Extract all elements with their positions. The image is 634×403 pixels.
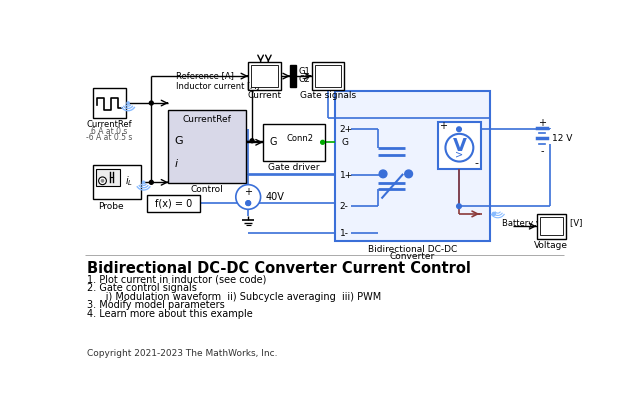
Circle shape — [143, 181, 145, 183]
Circle shape — [379, 170, 387, 178]
Bar — [251, 65, 278, 87]
Text: Battery voltage [V]: Battery voltage [V] — [501, 219, 582, 229]
Circle shape — [150, 101, 153, 105]
Bar — [438, 122, 481, 169]
Bar — [93, 88, 126, 118]
Circle shape — [493, 212, 495, 216]
Circle shape — [99, 177, 107, 185]
Text: -: - — [247, 197, 250, 208]
Bar — [312, 62, 344, 90]
Text: +: + — [244, 187, 252, 197]
Text: Control: Control — [191, 185, 224, 194]
Bar — [96, 169, 120, 186]
Text: Voltage: Voltage — [534, 241, 568, 250]
Text: 6 A at 0 s: 6 A at 0 s — [91, 127, 127, 136]
Text: CurrentRef: CurrentRef — [87, 120, 133, 129]
Circle shape — [246, 201, 250, 206]
Text: Bidirectional DC-DC: Bidirectional DC-DC — [368, 245, 457, 254]
Text: 2. Gate control signals: 2. Gate control signals — [87, 283, 197, 293]
Circle shape — [456, 204, 462, 208]
Text: 2-: 2- — [340, 202, 349, 211]
Bar — [536, 214, 566, 239]
Text: Inductor current [A]: Inductor current [A] — [176, 81, 259, 90]
Text: -: - — [540, 146, 544, 156]
Text: $i_L$: $i_L$ — [125, 174, 133, 188]
Text: G: G — [341, 138, 348, 147]
Circle shape — [150, 181, 153, 184]
Bar — [540, 217, 563, 235]
Circle shape — [246, 201, 250, 206]
Bar — [93, 165, 141, 199]
Text: -6 A at 0.5 s: -6 A at 0.5 s — [86, 133, 133, 142]
Text: Copyright 2021-2023 The MathWorks, Inc.: Copyright 2021-2023 The MathWorks, Inc. — [87, 349, 278, 357]
Text: V: V — [453, 137, 467, 155]
Text: G2: G2 — [299, 75, 310, 85]
Bar — [248, 62, 281, 90]
Text: 2+: 2+ — [340, 125, 353, 134]
Text: 40V: 40V — [265, 192, 284, 202]
Text: Reference [A]: Reference [A] — [176, 72, 234, 81]
Text: Gate signals: Gate signals — [300, 91, 356, 100]
Text: >: > — [455, 150, 463, 160]
Text: i) Modulation waveform  ii) Subcycle averaging  iii) PWM: i) Modulation waveform ii) Subcycle aver… — [87, 292, 381, 302]
Text: Converter: Converter — [390, 251, 435, 261]
Text: Current: Current — [247, 91, 281, 100]
Text: CurrentRef: CurrentRef — [183, 116, 231, 125]
Text: G1: G1 — [299, 67, 310, 76]
Text: Bidirectional DC-DC Converter Current Control: Bidirectional DC-DC Converter Current Co… — [87, 261, 471, 276]
Text: Probe: Probe — [98, 202, 124, 211]
Text: 4. Learn more about this example: 4. Learn more about this example — [87, 309, 253, 319]
Bar — [335, 91, 490, 241]
Text: f(x) = 0: f(x) = 0 — [155, 198, 193, 208]
Text: i: i — [174, 159, 178, 169]
Circle shape — [127, 102, 129, 104]
Text: +: + — [538, 118, 546, 128]
Text: Gate driver: Gate driver — [268, 163, 320, 172]
Text: G: G — [174, 136, 183, 146]
Text: 1. Plot current in inductor (see code): 1. Plot current in inductor (see code) — [87, 275, 266, 285]
Circle shape — [101, 179, 104, 182]
Circle shape — [446, 134, 474, 162]
Text: -: - — [474, 158, 478, 168]
Bar — [263, 124, 325, 161]
Bar — [169, 110, 246, 183]
Bar — [290, 65, 296, 87]
Text: 1+: 1+ — [340, 171, 353, 180]
Text: +: + — [439, 121, 447, 131]
Text: G: G — [269, 137, 276, 147]
Bar — [148, 195, 200, 212]
Circle shape — [321, 140, 325, 144]
Text: 12 V: 12 V — [552, 134, 573, 143]
Text: 1-: 1- — [340, 229, 349, 238]
Text: Conn2: Conn2 — [287, 134, 314, 143]
Circle shape — [250, 139, 254, 143]
Bar — [315, 65, 341, 87]
Circle shape — [236, 185, 261, 209]
Text: 3. Modify model parameters: 3. Modify model parameters — [87, 300, 224, 310]
Circle shape — [456, 127, 462, 131]
Circle shape — [404, 170, 413, 178]
